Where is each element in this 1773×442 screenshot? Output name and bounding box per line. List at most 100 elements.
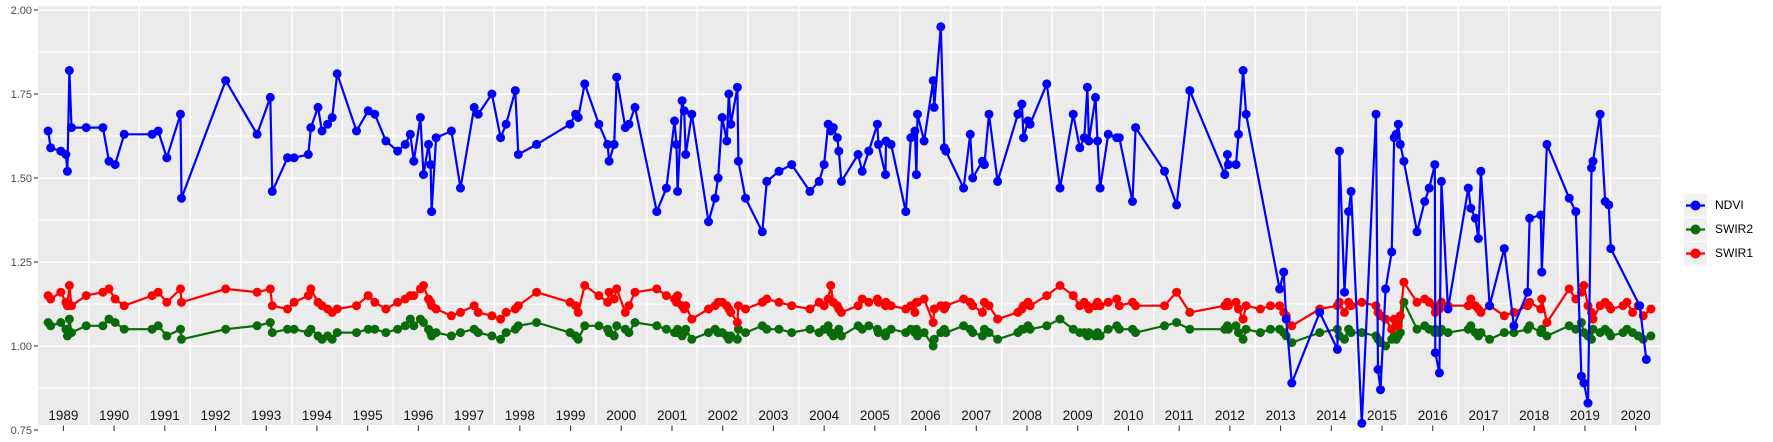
swir1-point — [1114, 301, 1124, 311]
swir2-point — [1223, 324, 1233, 334]
ndvi-point — [1082, 82, 1092, 92]
swir1-point — [1399, 277, 1409, 287]
swir2-point — [446, 331, 456, 341]
ndvi-point — [1424, 183, 1434, 193]
ndvi-point — [713, 173, 723, 183]
x-axis-year-label: 2017 — [1468, 408, 1498, 423]
swir1-point — [910, 307, 920, 317]
ndvi-point — [677, 96, 687, 106]
swir1-point — [1525, 297, 1535, 307]
swir1-point — [1095, 301, 1105, 311]
swir1-point — [732, 318, 742, 327]
ndvi-point — [901, 207, 911, 217]
swir1-point — [1537, 294, 1547, 304]
ndvi-point — [427, 207, 437, 217]
ndvi-point — [1091, 92, 1100, 102]
ndvi-point — [1275, 284, 1285, 294]
x-axis-year-label: 2004 — [809, 408, 840, 423]
swir1-point — [1223, 301, 1233, 311]
ndvi-point — [1128, 197, 1137, 206]
y-axis-label: 1.75 — [11, 89, 32, 101]
swir2-point — [687, 334, 697, 344]
y-axis-label: 1.25 — [11, 257, 32, 269]
ndvi-point — [913, 109, 922, 119]
swir1-point — [853, 301, 863, 311]
swir2-point — [1025, 324, 1035, 334]
ndvi-point — [1093, 136, 1102, 146]
ndvi-point — [1042, 79, 1052, 89]
ndvi-point — [1387, 247, 1397, 257]
ndvi-point — [1095, 183, 1105, 193]
ndvi-point — [594, 119, 604, 129]
swir2-point — [67, 328, 76, 338]
swir1-point — [620, 307, 630, 317]
swir2-point — [941, 328, 951, 338]
ndvi-point — [857, 166, 867, 176]
ndvi-point — [1381, 284, 1391, 294]
swir2-point — [1238, 334, 1248, 344]
ndvi-point — [456, 183, 465, 193]
ndvi-point — [624, 119, 634, 129]
y-axis-label: 2.00 — [11, 5, 32, 17]
swir1-point — [352, 301, 361, 311]
ndvi-point — [573, 113, 583, 122]
swir2-point — [1042, 321, 1052, 331]
x-axis-year-label: 2003 — [758, 408, 788, 423]
swir1-point — [1499, 311, 1509, 321]
ndvi-point — [1238, 66, 1248, 75]
x-axis-year-label: 1990 — [99, 408, 129, 423]
ndvi-point — [886, 139, 896, 149]
swir2-point — [1346, 328, 1356, 338]
swir1-point — [762, 294, 772, 304]
ndvi-point — [1344, 207, 1354, 217]
ndvi-point — [565, 119, 575, 129]
swir1-point — [1255, 304, 1265, 314]
swir1-point — [1103, 297, 1113, 307]
ndvi-point — [762, 176, 772, 186]
ndvi-point — [814, 176, 824, 186]
ndvi-point — [252, 129, 262, 139]
swir2-point — [732, 334, 742, 344]
ndvi-point — [1055, 183, 1065, 193]
swir1-point — [919, 294, 929, 304]
ndvi-point — [1222, 150, 1232, 159]
ndvi-point — [836, 176, 846, 186]
swir1-point — [1622, 297, 1632, 307]
swir1-point — [67, 301, 76, 311]
swir1-point — [1346, 301, 1356, 311]
ndvi-point — [1103, 129, 1113, 139]
swir2-point — [1646, 331, 1656, 341]
swir1-point — [469, 301, 479, 311]
ndvi-point — [941, 146, 951, 156]
swir2-point — [1395, 328, 1405, 338]
swir2-point — [573, 334, 583, 344]
swir2-point — [370, 324, 380, 334]
ndvi-point — [381, 136, 391, 146]
swir1-point — [496, 314, 506, 324]
swir1-point — [968, 301, 978, 311]
swir1-point — [532, 287, 542, 297]
swir2-point — [1588, 324, 1598, 334]
ndvi-point — [1399, 156, 1409, 166]
ndvi-point — [681, 150, 691, 159]
ndvi-point — [469, 102, 479, 112]
swir2-point — [327, 334, 337, 344]
ndvi-point — [741, 193, 750, 203]
swir1-point — [580, 281, 590, 290]
ndvi-point — [1606, 244, 1616, 254]
ndvi-point — [532, 139, 542, 149]
swir1-point — [162, 297, 172, 307]
ndvi-point — [1595, 109, 1605, 119]
swir1-point — [473, 307, 483, 317]
ndvi-point — [1279, 267, 1289, 277]
swir2-point — [652, 321, 662, 331]
swir1-point — [363, 291, 373, 301]
swir2-point — [1185, 324, 1195, 334]
ndvi-point — [327, 113, 337, 122]
swir2-point — [580, 321, 590, 331]
ndvi-point — [1332, 344, 1342, 354]
swir2-point — [119, 324, 129, 334]
ndvi-point — [1114, 133, 1124, 143]
ndvi-point — [352, 126, 361, 136]
x-axis-year-label: 2018 — [1519, 408, 1549, 423]
